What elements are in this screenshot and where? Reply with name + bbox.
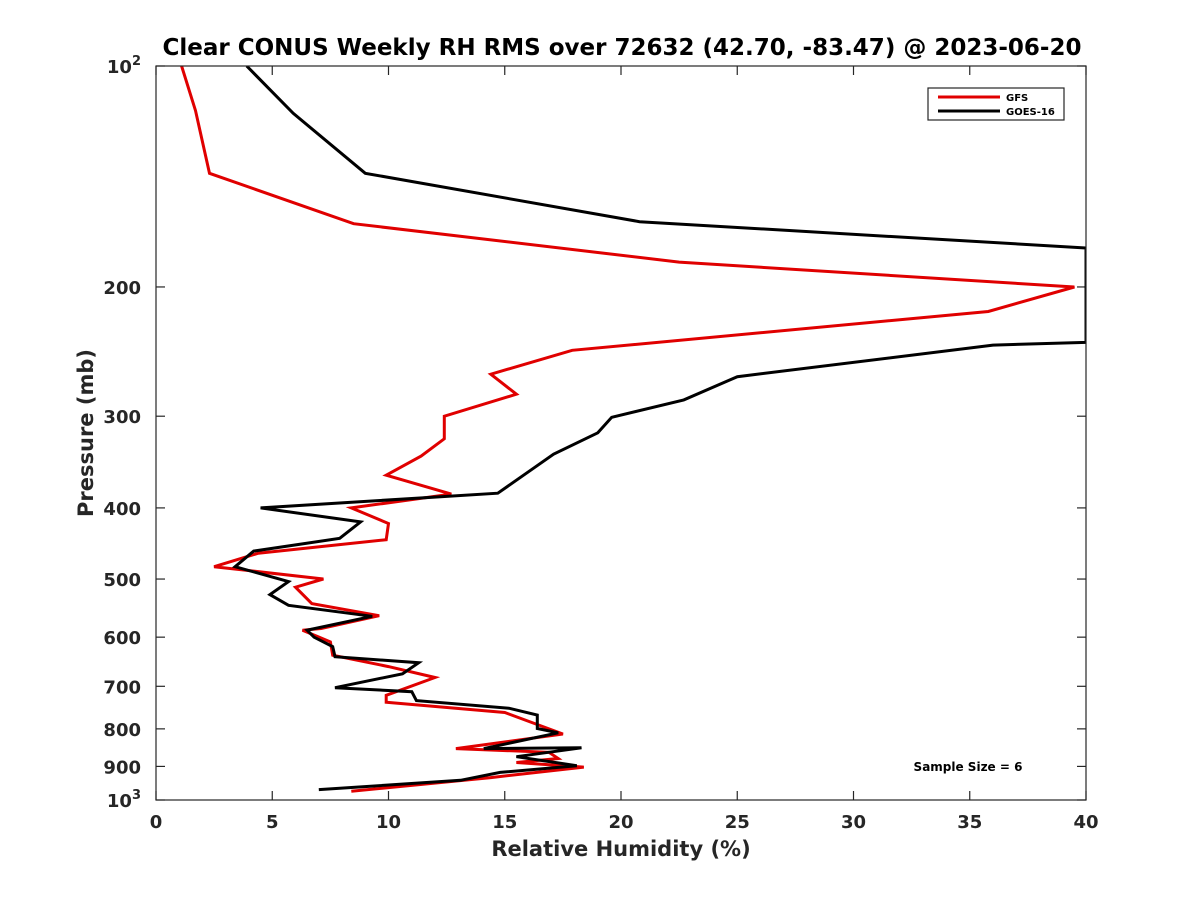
x-tick-label: 20 [608, 812, 633, 833]
y-tick-label: 700 [103, 677, 141, 698]
y-tick-label-exponent: 2 [132, 54, 141, 69]
x-tick-label: 30 [841, 812, 866, 833]
legend-box [927, 87, 1065, 121]
y-tick-label: 102 [107, 54, 141, 78]
y-tick-label: 400 [103, 499, 141, 520]
x-tick-label: 0 [150, 812, 163, 833]
axis-ticks: 0 5 10 15 20 25 30 35 40102200300400500600700800… [103, 54, 1098, 833]
y-tick-label: 103 [107, 788, 141, 812]
y-tick-label-base: 700 [103, 677, 141, 698]
x-tick-label: 10 [376, 812, 401, 833]
y-tick-label: 200 [103, 278, 141, 299]
x-tick-label: 25 [725, 812, 750, 833]
y-tick-label: 900 [103, 757, 141, 778]
legend: GFS GOES-16 [927, 87, 1065, 121]
y-tick-label: 500 [103, 570, 141, 591]
series-line-goes-16 [231, 66, 1086, 792]
y-tick-label-base: 900 [103, 757, 141, 778]
y-tick-label: 300 [103, 407, 141, 428]
y-tick-label-exponent: 3 [132, 788, 141, 803]
chart-title: Clear CONUS Weekly RH RMS over 72632 (42… [163, 35, 1082, 61]
x-tick-label: 35 [957, 812, 982, 833]
legend-entry-label: GFS [1006, 93, 1028, 104]
x-tick-label: 40 [1073, 812, 1098, 833]
sample-size-note: Sample Size = 6 [914, 760, 1023, 774]
y-tick-label: 800 [103, 720, 141, 741]
y-tick-label-base: 500 [103, 570, 141, 591]
y-axis-label: Pressure (mb) [74, 349, 98, 517]
y-tick-label-base: 200 [103, 278, 141, 299]
legend-entry-label: GOES-16 [1006, 107, 1055, 118]
axes-frame [155, 65, 1087, 801]
y-tick-label: 600 [103, 628, 141, 649]
y-tick-label-base: 800 [103, 720, 141, 741]
x-tick-label: 5 [266, 812, 279, 833]
x-axis-label: Relative Humidity (%) [491, 837, 750, 861]
series-line-gfs [180, 66, 1075, 793]
y-tick-label-base: 10 [107, 791, 132, 812]
y-tick-label-base: 400 [103, 499, 141, 520]
x-tick-label: 15 [492, 812, 517, 833]
y-tick-label-base: 600 [103, 628, 141, 649]
plot-area [180, 66, 1086, 793]
y-tick-label-base: 10 [107, 57, 132, 78]
y-tick-label-base: 300 [103, 407, 141, 428]
